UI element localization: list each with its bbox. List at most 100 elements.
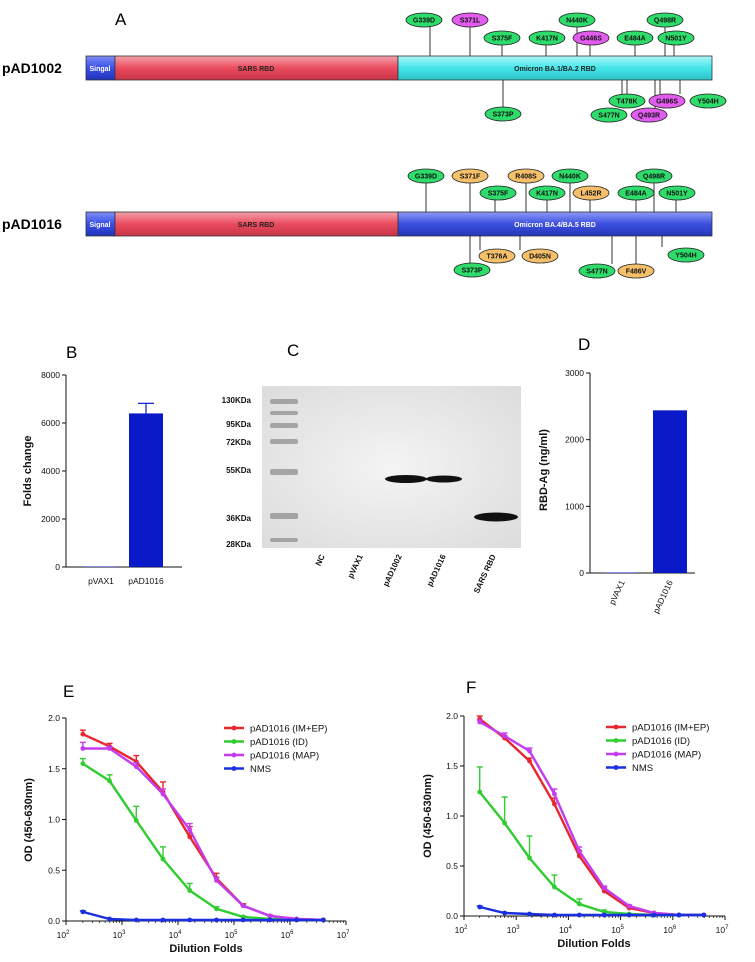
pad1002-mutation-labels: G339D S371L S375F K417N N440K G446S E484…: [413, 18, 719, 120]
bar: [603, 572, 637, 573]
mutation-g496s: [648, 93, 686, 109]
y-tick-label: 1.5: [446, 761, 458, 771]
mutation-n440k: [558, 12, 596, 28]
mutation-s477n: [578, 263, 616, 279]
y-tick-label: 0.5: [446, 861, 458, 871]
construct-pad1016: pAD1016 Signal SARS RBD Omicron BA.4/BA.…: [2, 168, 713, 279]
data-point: [651, 912, 657, 918]
band-sars-rbd: [474, 512, 518, 522]
mutation-y504h: [667, 247, 705, 263]
data-point: [107, 746, 112, 751]
x-tick-label: 106: [663, 925, 676, 935]
pad1016-bottom-connectors: [469, 236, 663, 264]
series-line: [82, 910, 324, 922]
x-tick-label: 102: [455, 925, 468, 935]
data-point: [160, 917, 166, 923]
mutation-label: G446S: [580, 36, 602, 43]
data-point: [576, 901, 582, 907]
mutation-s373p: [453, 262, 491, 278]
lane-label: SARS RBD: [472, 553, 498, 595]
panel-b-bars: [84, 402, 163, 567]
data-point: [576, 912, 582, 918]
panel-e-legend: pAD1016 (IM+EP) pAD1016 (ID) pAD1016 (MAP)…: [224, 724, 327, 775]
panel-b-y-title: Folds change: [22, 436, 34, 507]
legend-label: NMS: [250, 764, 271, 775]
y-tick-label: 1.0: [446, 811, 458, 821]
mutation-label: E484A: [625, 191, 646, 198]
panel-e-letter: E: [63, 682, 74, 701]
construct-pad1002: pAD1002 Singal SARS RBD Omicron BA.1/BA.…: [2, 12, 727, 123]
mutation-d405n: [521, 248, 559, 264]
mutation-k417n: [528, 30, 566, 46]
mutation-label: T478K: [616, 99, 637, 106]
data-point: [552, 801, 557, 807]
y-tick-label: 0: [579, 568, 584, 578]
panel-a-letter: A: [115, 10, 127, 29]
gel-marker-labels: 130KDa 95KDa 72KDa 55KDa 36KDa 28KDa: [222, 396, 252, 549]
series-line: [479, 905, 704, 917]
gel-lane-labels: NC pVAX1 pAD1002 pAD1016 SARS RBD: [314, 553, 498, 595]
data-point: [133, 764, 139, 770]
mutation-e484a: [616, 30, 654, 46]
mutation-label: S373P: [492, 112, 513, 119]
pad1002-name: pAD1002: [2, 60, 62, 76]
x-tick-label: 104: [169, 930, 182, 940]
legend-marker: [613, 751, 619, 757]
lane-label: pAD1016: [425, 553, 448, 588]
pad1002-signal-label: Singal: [89, 66, 110, 73]
panel-f-x-title: Dilution Folds: [557, 938, 630, 950]
mutation-s373p: [484, 106, 522, 122]
data-point: [626, 912, 632, 918]
data-point: [477, 789, 483, 795]
panel-b-x-label-pvax1: pVAX1: [88, 576, 114, 586]
x-tick-label: 104: [559, 925, 572, 935]
panel-d-bars: [603, 410, 687, 573]
data-point: [320, 917, 326, 923]
mutation-n440k: [551, 168, 589, 184]
panel-b: B Folds change 0 2000 4000 6000 8000 pVAX1 p…: [22, 343, 182, 586]
mutation-label: S371L: [460, 18, 481, 25]
data-point: [267, 917, 273, 923]
data-point: [527, 748, 532, 754]
mutation-label: G339D: [413, 18, 435, 25]
x-tick-label: 107: [337, 930, 350, 940]
mutation-s371f: [451, 168, 489, 184]
series-line: [82, 762, 324, 922]
mutation-r408s: [507, 168, 545, 184]
mutation-label: D405N: [529, 254, 551, 261]
mutation-label: R408S: [515, 174, 537, 181]
legend-marker: [613, 738, 619, 743]
data-point: [80, 746, 86, 751]
series-line: [478, 718, 704, 917]
panel-d-x-label-pvax1: pVAX1: [607, 578, 627, 606]
data-point: [601, 912, 607, 918]
bar: [129, 413, 163, 567]
mutation-g446s: [572, 30, 610, 46]
mutation-label: G496S: [656, 99, 678, 106]
gel-image: [262, 386, 521, 548]
marker-label: 95KDa: [226, 420, 251, 429]
legend-marker: [613, 724, 619, 730]
gel-sample-bands: [385, 475, 518, 522]
y-tick-label: 1.0: [48, 815, 60, 825]
legend-label: pAD1016 (MAP): [632, 750, 701, 761]
data-point: [477, 904, 483, 910]
panel-d-x-label-pad1016: pAD1016: [651, 578, 675, 615]
panel-b-letter: B: [66, 343, 77, 362]
legend-label: pAD1016 (MAP): [250, 751, 319, 762]
mutation-t478k: [608, 93, 646, 109]
ladder-band: [270, 513, 298, 519]
mutation-label: N440K: [566, 18, 588, 25]
data-point: [477, 719, 483, 725]
data-point: [527, 855, 532, 861]
mutation-label: N440K: [559, 174, 581, 181]
mutation-n501y: [657, 30, 695, 46]
panel-a: A pAD1002 Singal SARS RBD Omicron BA.1/B…: [2, 10, 727, 279]
data-point: [160, 856, 166, 862]
data-point: [80, 909, 86, 915]
pad1002-omicron-label: Omicron BA.1/BA.2 RBD: [514, 66, 596, 73]
x-tick-label: 102: [57, 930, 70, 940]
mutation-label: F486V: [626, 269, 647, 276]
panel-d-y-title: RBD-Ag (ng/ml): [538, 429, 550, 511]
